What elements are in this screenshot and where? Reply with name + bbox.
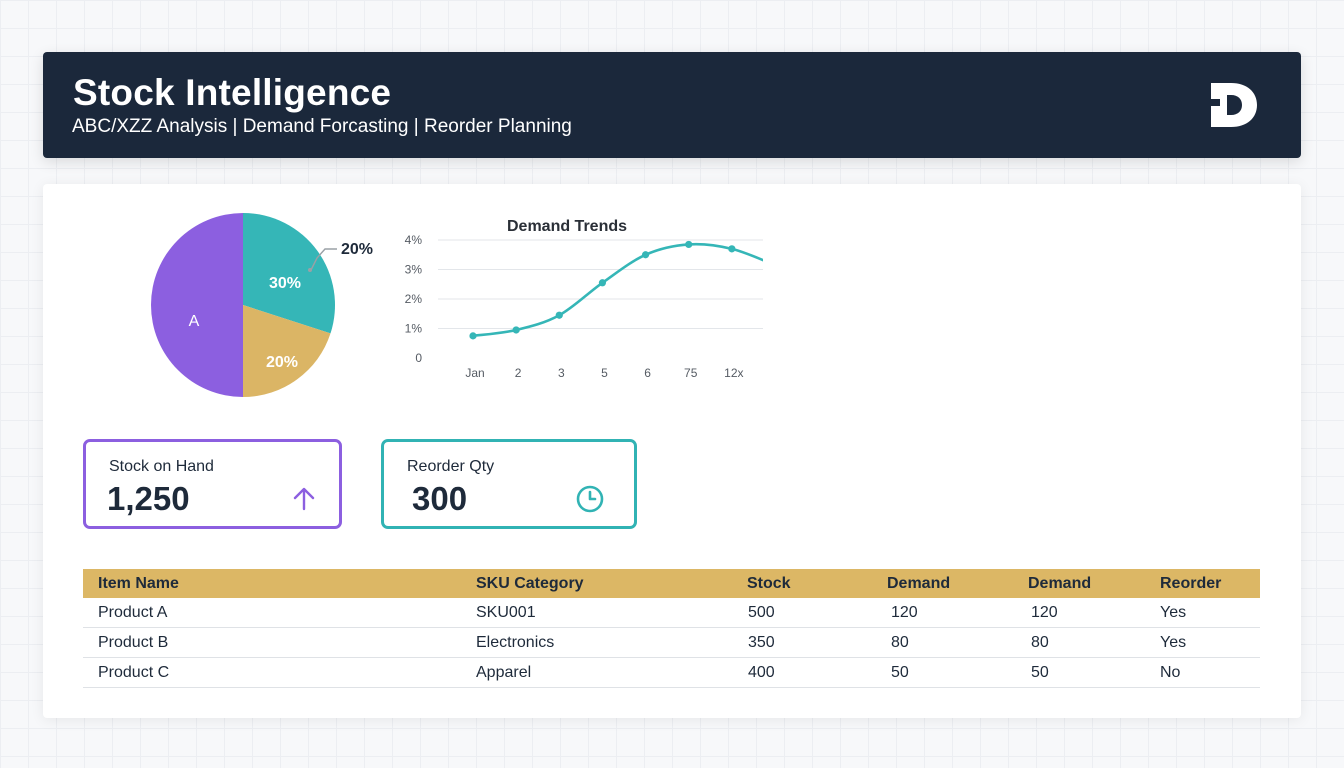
stock-on-hand-card: Stock on Hand 1,250 [83,439,342,529]
clock-icon [576,485,604,513]
reorder-qty-card: Reorder Qty 300 [381,439,637,529]
chart-title: Demand Trends [507,218,627,235]
x-tick-label: 75 [684,366,698,380]
pie-slice [243,213,335,334]
pie-callout-label: 20% [341,241,373,258]
table-cell: No [1160,663,1181,681]
column-header: SKU Category [476,574,584,592]
x-tick-label: 2 [515,366,522,380]
column-header: Item Name [98,574,179,592]
y-tick-label: 4% [405,233,423,247]
table-cell: 50 [1031,663,1049,681]
pie-callout-dot [308,268,312,272]
demand-trends-chart: Demand Trends 01%2%3%4% Jan23567512xDec [405,218,763,380]
y-tick-label: 0 [415,351,422,365]
kpi-label: Reorder Qty [407,458,495,475]
pie-slice [151,213,243,397]
pie-chart: 20% A 30% 20% [151,213,373,397]
page-subtitle: ABC/XZZ Analysis | Demand Forcasting | R… [72,116,572,137]
arrow-up-icon [293,487,315,511]
x-tick-label: 6 [644,366,651,380]
kpi-value: 300 [412,480,468,517]
x-tick-label: 12x [724,366,743,380]
column-header: Demand [887,574,951,592]
table-row: Product A SKU001 500 120 120 Yes [83,598,1260,628]
table-cell: Electronics [476,633,555,651]
y-tick-label: 2% [405,292,423,306]
data-point [512,326,520,334]
data-point [598,279,607,287]
table-cell: 500 [748,603,775,621]
table-header: Item Name SKU Category Stock Demand Dema… [83,569,1260,598]
pie-slice [243,305,331,397]
table-cell: Yes [1160,633,1187,651]
table-cell: 80 [891,633,909,651]
pie-label-30: 30% [269,275,301,292]
table-cell: Product B [98,633,169,651]
series-line [472,242,763,338]
y-tick-label: 1% [405,322,423,336]
table-cell: Yes [1160,603,1187,621]
dashboard-card: 20% A 30% 20% Demand Trends 0 1% 2% 3% 4% Ja… [43,184,1301,718]
pie-callout-line [310,248,337,271]
table-cell: 350 [748,633,775,651]
inventory-table: Item Name SKU Category Stock Demand Dema… [83,569,1260,688]
d-logo-icon [1211,83,1257,127]
data-point [641,251,650,259]
table-cell: Product A [98,603,168,621]
kpi-value: 1,250 [107,480,190,517]
data-point [555,311,563,319]
table-cell: 400 [748,663,775,681]
pie-label-20: 20% [266,354,298,371]
column-header: Stock [747,574,791,592]
x-tick-label: 5 [601,366,608,380]
table-cell: 120 [891,603,918,621]
x-tick-label: 3 [558,366,565,380]
column-header: Demand [1028,574,1092,592]
column-header: Reorder [1160,574,1222,592]
data-point [728,245,736,253]
pie-label-a: A [189,313,200,330]
kpi-label: Stock on Hand [109,458,214,475]
table-row: Product B Electronics 350 80 80 Yes [83,628,1260,658]
y-tick-label: 3% [405,263,423,277]
page-title: Stock Intelligence [73,72,392,113]
table-cell: 50 [891,663,909,681]
table-cell: SKU001 [476,603,536,621]
x-tick-label: Jan [465,366,484,380]
table-cell: Apparel [476,663,532,681]
table-cell: 120 [1031,603,1058,621]
table-cell: 80 [1031,633,1049,651]
table-row: Product C Apparel 400 50 50 No [83,658,1260,688]
page-header: Stock Intelligence ABC/XZZ Analysis | De… [43,52,1301,158]
data-point [685,240,693,249]
data-point [469,332,477,340]
table-cell: Product C [98,663,170,681]
